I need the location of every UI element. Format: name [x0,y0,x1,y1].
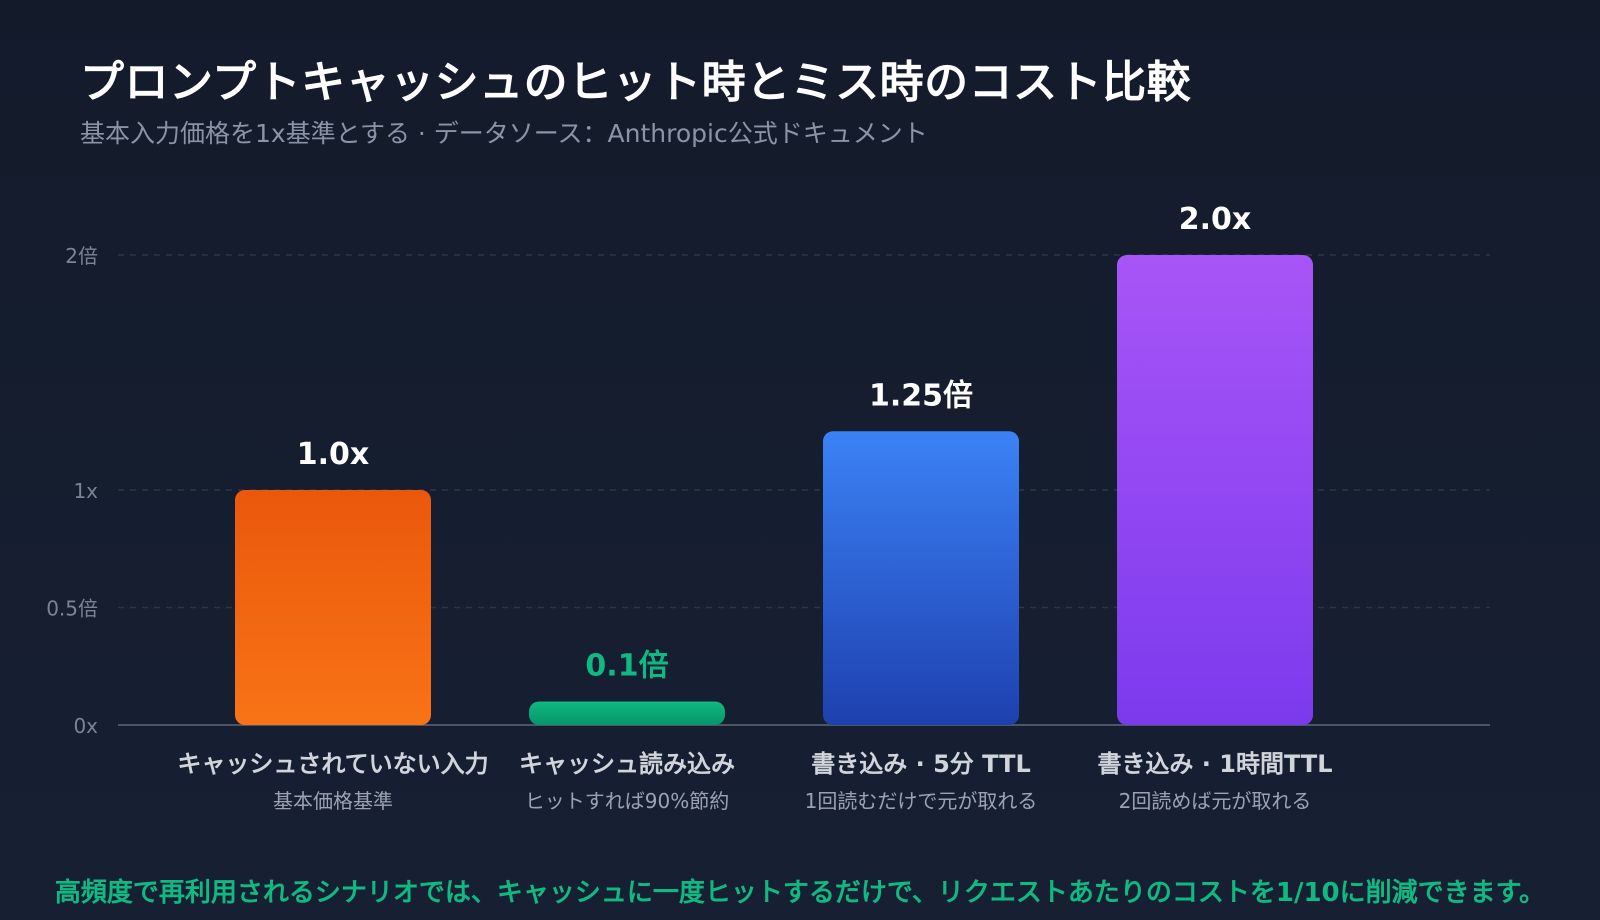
x-category-label: 書き込み · 5分 TTL [811,750,1030,778]
bar-value-label: 1.25倍 [869,378,973,413]
bar [1117,255,1313,725]
y-tick-label: 1x [73,479,98,503]
bar-value-label: 2.0x [1179,202,1252,237]
x-category-sublabel: ヒットすれば90%節約 [525,789,729,813]
x-category-sublabel: 1回読むだけで元が取れる [805,789,1038,813]
x-category-label: キャッシュ読み込み [519,750,735,778]
bar [235,490,431,725]
chart-title: プロンプトキャッシュのヒット時とミス時のコスト比較 [80,57,1192,108]
bars-layer [235,255,1313,725]
x-category-label: キャッシュされていない入力 [177,750,488,778]
bar-value-label: 1.0x [297,437,370,472]
x-category-label: 書き込み · 1時間TTL [1097,750,1332,778]
bar [823,431,1019,725]
footnote: 高頻度で再利用されるシナリオでは、キャッシュに一度ヒットするだけで、リクエストあ… [54,878,1546,908]
y-tick-label: 0.5倍 [46,597,98,621]
x-category-sublabel: 2回読めば元が取れる [1119,789,1312,813]
y-tick-label: 0x [73,714,98,738]
bar-value-label: 0.1倍 [585,649,668,684]
bar [529,701,725,725]
x-category-sublabel: 基本価格基準 [273,789,393,813]
chart-subtitle: 基本入力価格を1x基準とする · データソース：Anthropic公式ドキュメン… [80,119,928,148]
y-tick-label: 2倍 [65,244,98,268]
